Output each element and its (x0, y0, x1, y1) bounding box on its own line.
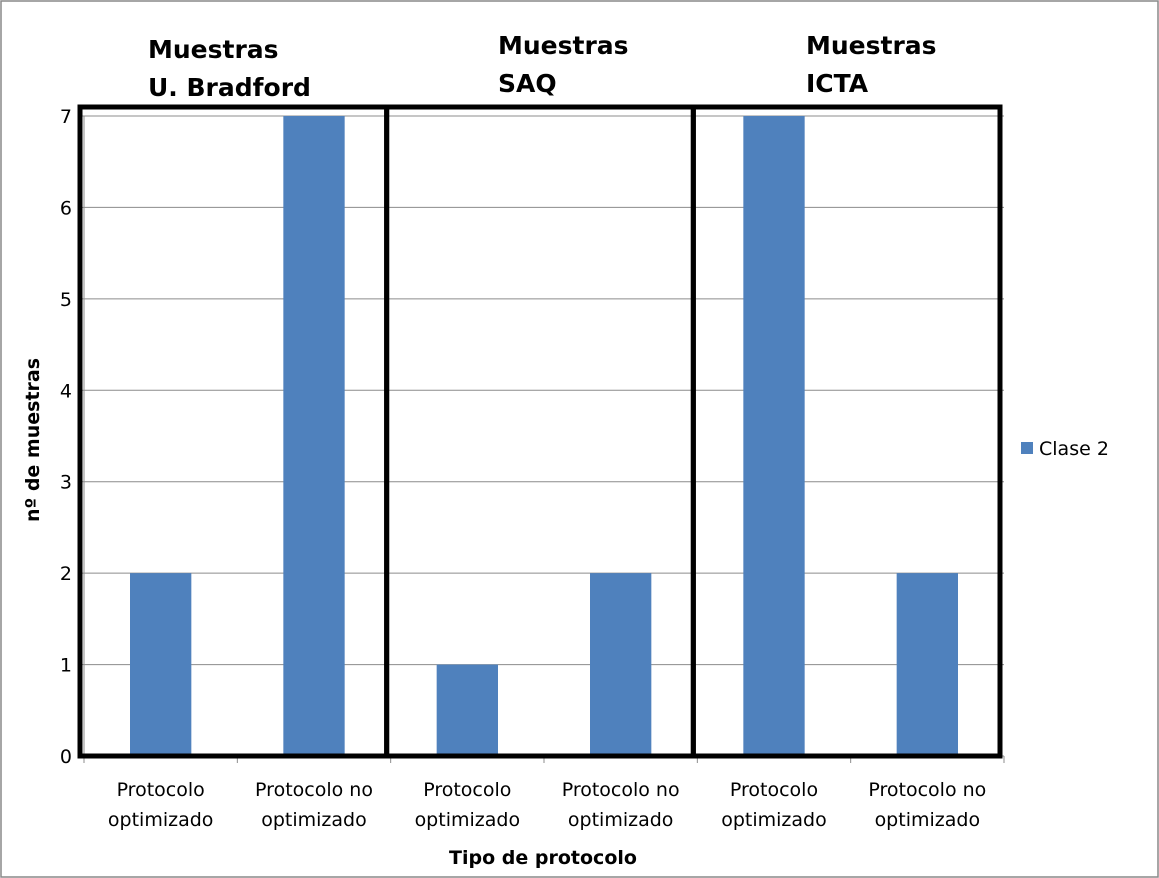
bar (130, 573, 192, 756)
bar (283, 116, 345, 756)
x-tick-label: Protocolo no optimizado (562, 779, 680, 831)
y-tick-label: 5 (60, 289, 72, 311)
x-tick-label: Protocolo optimizado (415, 779, 521, 831)
x-tick-label: Protocolo optimizado (108, 779, 214, 831)
legend-label: Clase 2 (1039, 438, 1109, 460)
y-tick-label: 7 (60, 106, 72, 128)
group-title: Muestras SAQ (498, 31, 629, 98)
group-box (690, 104, 1003, 759)
y-tick-label: 0 (60, 746, 72, 768)
group-title: Muestras U. Bradford (148, 35, 311, 102)
legend: Clase 2 (1021, 438, 1109, 460)
x-tick-label: Protocolo no optimizado (255, 779, 373, 831)
bars (130, 116, 958, 756)
y-tick-label: 4 (60, 380, 72, 402)
group-titles: Muestras U. Bradford Muestras SAQ Muestras IC… (148, 31, 937, 102)
x-axis-title: Tipo de protocolo (449, 847, 637, 869)
y-tick-label: 1 (60, 655, 72, 677)
bar (743, 116, 805, 756)
legend-swatch (1021, 442, 1033, 454)
axes: 0 1 2 3 4 5 6 7 Protocolo optimizado Protocolo no o… (60, 106, 1005, 831)
y-tick-label: 2 (60, 563, 72, 585)
y-tick-label: 6 (60, 197, 72, 219)
x-tick-label: Protocolo optimizado (721, 779, 827, 831)
bar (896, 573, 958, 756)
group-boxes (77, 104, 1003, 759)
bar (590, 573, 652, 756)
y-tick-label: 3 (60, 472, 72, 494)
x-tick-label: Protocolo no optimizado (868, 779, 986, 831)
y-axis-title: nº de muestras (22, 358, 44, 522)
group-title: Muestras ICTA (806, 31, 937, 98)
gridlines (84, 115, 1004, 666)
bar (436, 664, 498, 756)
